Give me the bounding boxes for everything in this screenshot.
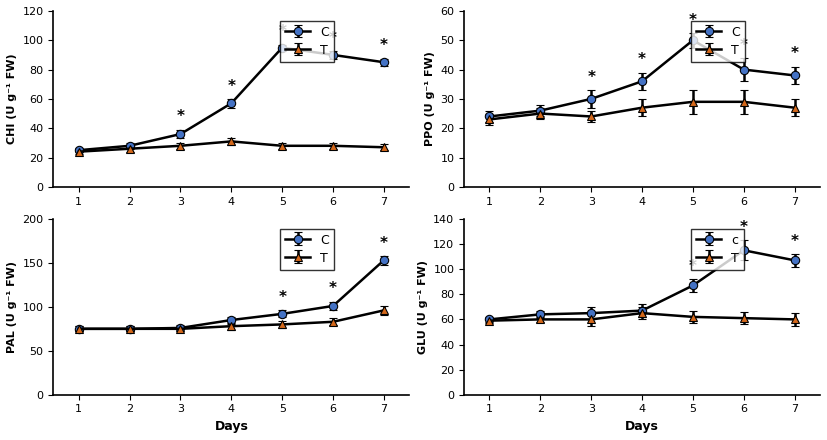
Text: *: *	[176, 110, 184, 125]
Text: *: *	[791, 46, 799, 61]
Text: *: *	[329, 31, 337, 46]
Text: *: *	[380, 235, 388, 250]
Text: *: *	[278, 290, 286, 305]
Text: *: *	[689, 13, 697, 28]
Text: *: *	[587, 70, 595, 85]
Text: *: *	[740, 37, 748, 52]
Text: *: *	[227, 79, 236, 94]
Y-axis label: PPO (U g⁻¹ FW): PPO (U g⁻¹ FW)	[425, 51, 435, 147]
Y-axis label: PAL (U g⁻¹ FW): PAL (U g⁻¹ FW)	[7, 261, 17, 353]
Y-axis label: CHI (U g⁻¹ FW): CHI (U g⁻¹ FW)	[7, 54, 17, 144]
Text: *: *	[689, 259, 697, 274]
X-axis label: Days: Days	[214, 420, 248, 433]
Legend: C, T: C, T	[280, 229, 334, 270]
X-axis label: Days: Days	[625, 420, 659, 433]
Text: *: *	[278, 24, 286, 39]
Legend: C, T: C, T	[691, 21, 745, 62]
Text: *: *	[329, 281, 337, 296]
Text: *: *	[638, 52, 646, 67]
Legend: C, T: C, T	[280, 21, 334, 62]
Text: *: *	[380, 38, 388, 53]
Text: *: *	[740, 220, 748, 235]
Text: *: *	[791, 234, 799, 249]
Legend: c, T: c, T	[691, 229, 743, 270]
Y-axis label: GLU (U g⁻¹ FW): GLU (U g⁻¹ FW)	[418, 260, 428, 354]
